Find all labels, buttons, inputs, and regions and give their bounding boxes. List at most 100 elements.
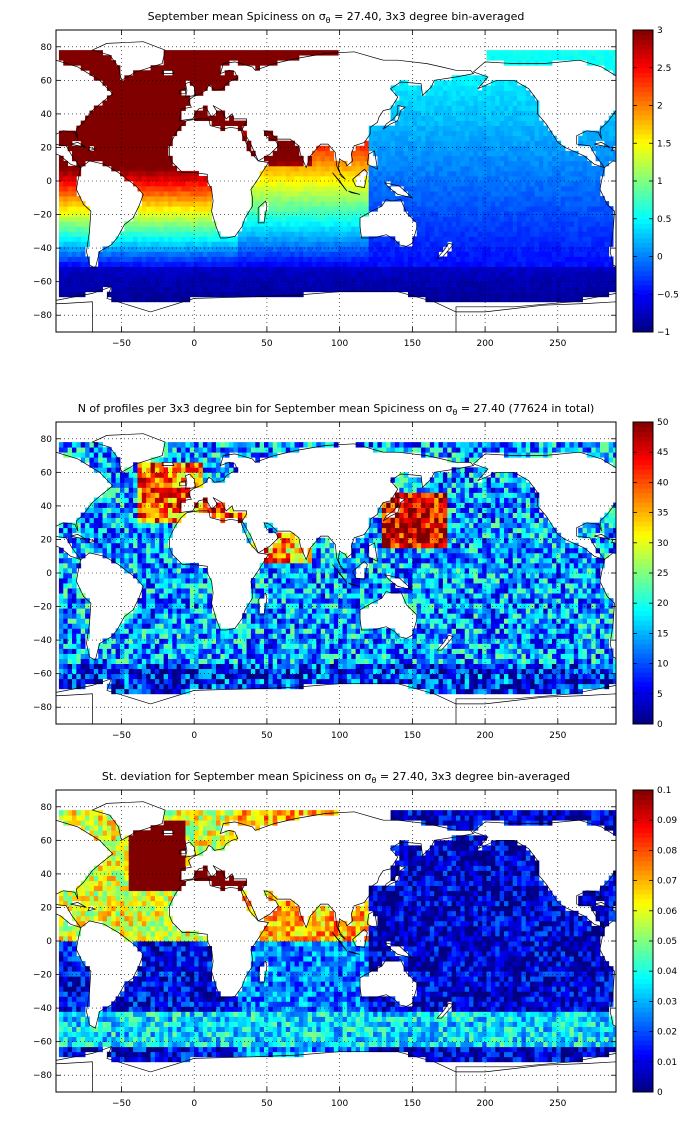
heatmap-cell — [399, 251, 405, 257]
heatmap-cell — [294, 155, 300, 162]
heatmap-cell — [447, 226, 453, 232]
heatmap-cell — [207, 211, 213, 217]
heatmap-cell — [185, 271, 191, 278]
heatmap-cell — [447, 296, 453, 303]
heatmap-cell — [137, 271, 143, 278]
heatmap-cell — [141, 115, 147, 121]
heatmap-cell — [499, 221, 505, 227]
heatmap-cell — [172, 165, 178, 172]
heatmap-cell — [102, 70, 108, 76]
heatmap-cell — [412, 160, 418, 167]
heatmap-cell — [124, 140, 130, 147]
heatmap-cell — [469, 160, 474, 167]
heatmap-cell — [141, 236, 147, 242]
heatmap-cell — [351, 281, 357, 288]
heatmap-cell — [486, 281, 492, 288]
heatmap-cell — [521, 95, 527, 101]
heatmap-cell — [242, 256, 247, 262]
heatmap-cell — [115, 246, 121, 252]
heatmap-cell — [154, 105, 160, 111]
heatmap-cell — [111, 60, 117, 66]
heatmap-cell — [259, 226, 265, 232]
heatmap-cell — [272, 246, 278, 252]
heatmap-cell — [106, 507, 112, 513]
heatmap-cell — [111, 462, 117, 468]
heatmap-cell — [429, 281, 435, 288]
colorbar-segment — [633, 275, 653, 281]
heatmap-cell — [307, 211, 313, 217]
heatmap-cell — [102, 522, 108, 529]
heatmap-cell — [198, 70, 204, 76]
heatmap-cell — [377, 186, 383, 192]
heatmap-cell — [421, 140, 426, 147]
heatmap-cell — [504, 226, 509, 232]
heatmap-cell — [176, 50, 182, 56]
heatmap-cell — [312, 286, 317, 293]
heatmap-cell — [150, 291, 156, 298]
heatmap-cell — [264, 130, 269, 137]
heatmap-cell — [133, 281, 138, 288]
heatmap-cell — [442, 165, 448, 172]
heatmap-cell — [163, 65, 169, 71]
heatmap-cell — [399, 115, 405, 121]
heatmap-cell — [490, 256, 496, 262]
heatmap-cell — [181, 100, 186, 106]
heatmap-cell — [530, 60, 535, 66]
heatmap-cell — [277, 206, 282, 212]
heatmap-cell — [473, 115, 479, 121]
heatmap-cell — [168, 75, 173, 81]
heatmap-cell — [394, 90, 400, 96]
heatmap-cell — [89, 527, 95, 534]
heatmap-cell — [390, 125, 396, 132]
heatmap-cell — [159, 130, 165, 137]
heatmap-cell — [98, 452, 103, 458]
heatmap-cell — [456, 281, 461, 288]
heatmap-cell — [578, 266, 583, 272]
heatmap-cell — [521, 175, 527, 182]
heatmap-cell — [163, 145, 169, 152]
heatmap-cell — [552, 246, 557, 252]
heatmap-cell — [442, 221, 448, 227]
heatmap-cell — [355, 201, 361, 207]
heatmap-cell — [189, 241, 195, 247]
heatmap-cell — [137, 266, 143, 272]
heatmap-cell — [298, 155, 304, 162]
heatmap-cell — [168, 221, 173, 227]
heatmap-cell — [106, 452, 112, 458]
heatmap-cell — [495, 80, 501, 86]
heatmap-cell — [168, 80, 173, 86]
heatmap-cell — [521, 115, 527, 121]
heatmap-cell — [316, 165, 322, 172]
heatmap-cell — [316, 50, 322, 56]
heatmap-cell — [89, 276, 95, 283]
heatmap-cell — [600, 291, 605, 298]
heatmap-cell — [591, 181, 597, 187]
heatmap-cell — [504, 236, 509, 242]
heatmap-cell — [425, 296, 431, 303]
heatmap-cell — [163, 95, 169, 101]
heatmap-cell — [360, 150, 365, 157]
heatmap-cell — [499, 95, 505, 101]
heatmap-cell — [591, 231, 597, 237]
colorbar-segment — [633, 72, 653, 78]
heatmap-cell — [595, 236, 601, 242]
heatmap-cell — [403, 95, 409, 101]
heatmap-cell — [442, 120, 448, 127]
heatmap-cell — [486, 105, 492, 111]
heatmap-cell — [521, 125, 527, 132]
heatmap-cell — [512, 175, 518, 182]
heatmap-cell — [159, 181, 165, 187]
colorbar-segment — [633, 294, 653, 300]
heatmap-cell — [58, 291, 64, 298]
heatmap-cell — [176, 251, 182, 257]
heatmap-cell — [447, 165, 453, 172]
heatmap-cell — [189, 236, 195, 242]
heatmap-cell — [482, 175, 487, 182]
heatmap-cell — [495, 50, 501, 56]
heatmap-cell — [290, 155, 295, 162]
heatmap-cell — [517, 291, 522, 298]
heatmap-cell — [168, 65, 173, 71]
heatmap-cell — [565, 165, 570, 172]
heatmap-cell — [595, 266, 601, 272]
heatmap-cell — [442, 271, 448, 278]
